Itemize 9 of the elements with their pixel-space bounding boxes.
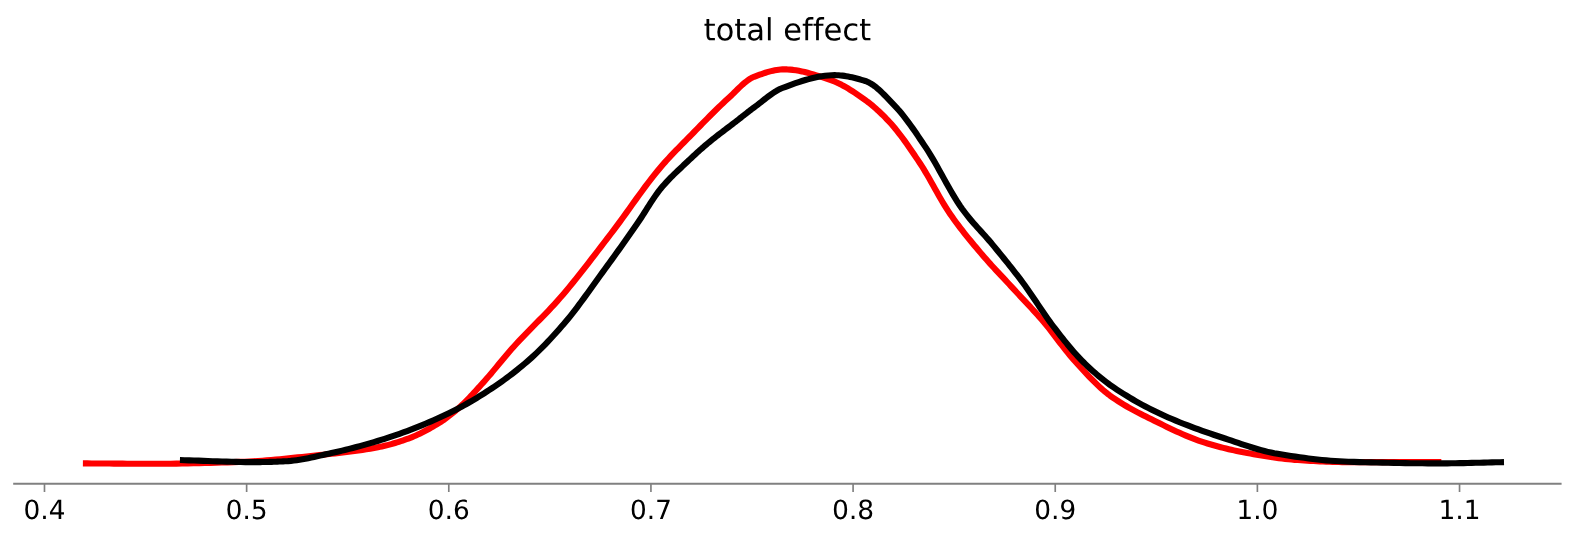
- chart-title: total effect: [704, 17, 871, 41]
- x-tick-label: 0.6: [429, 499, 469, 520]
- x-tick-label: 0.4: [25, 499, 64, 520]
- x-tick-label: 0.7: [631, 499, 670, 520]
- x-tick-label: 0.9: [1035, 499, 1075, 520]
- x-tick-label: 0.8: [833, 499, 873, 520]
- x-tick-label: 0.5: [227, 499, 266, 520]
- x-tick-label: 1.1: [1441, 499, 1479, 520]
- x-tick-label: 1.0: [1239, 499, 1277, 520]
